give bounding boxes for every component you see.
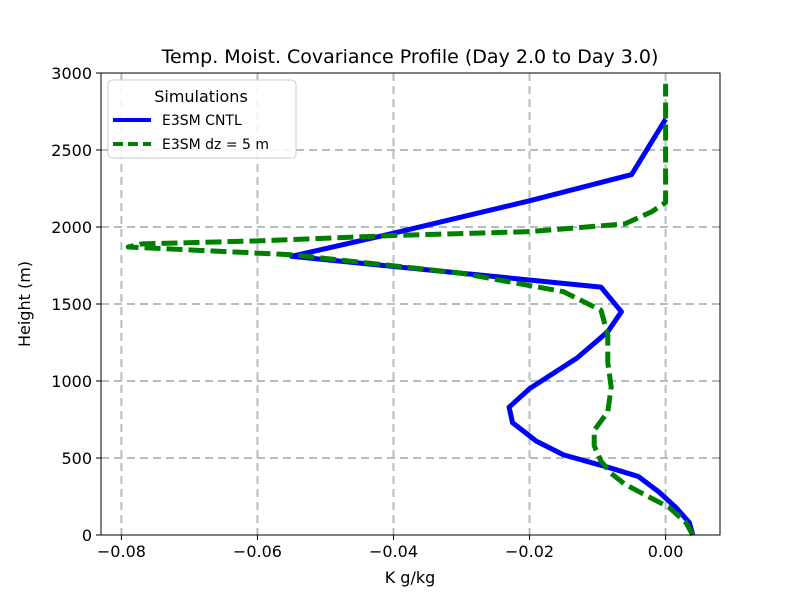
grid [101,73,720,535]
x-tick-label: −0.06 [233,542,282,561]
y-tick-label: 1000 [51,372,92,391]
legend-title: Simulations [154,87,248,106]
y-tick-label: 2500 [51,141,92,160]
x-axis-title: K g/kg [385,568,436,587]
series-line-e3sm-dz-5-m [125,83,695,537]
y-axis-title: Height (m) [15,261,34,347]
legend-label-e3sm-cntl: E3SM CNTL [162,113,242,129]
y-tick-label: 1500 [51,295,92,314]
legend: Simulations E3SM CNTL E3SM dz = 5 m [107,79,297,159]
legend-label-e3sm-dz-5m: E3SM dz = 5 m [162,137,269,153]
x-tick-label: −0.08 [97,542,146,561]
y-tick-label: 3000 [51,64,92,83]
series-layer [125,83,696,537]
chart-title: Temp. Moist. Covariance Profile (Day 2.0… [161,46,659,68]
ticks: −0.08 −0.06 −0.04 −0.02 0.00 0 500 1000 1500 2000… [51,64,683,561]
series-line-e3sm-cntl [289,117,696,536]
legend-box [107,79,297,159]
y-tick-label: 500 [61,449,92,468]
x-tick-label: −0.02 [505,542,554,561]
x-tick-label: 0.00 [648,542,684,561]
y-tick-label: 2000 [51,218,92,237]
y-tick-label: 0 [82,526,92,545]
x-tick-label: −0.04 [369,542,418,561]
